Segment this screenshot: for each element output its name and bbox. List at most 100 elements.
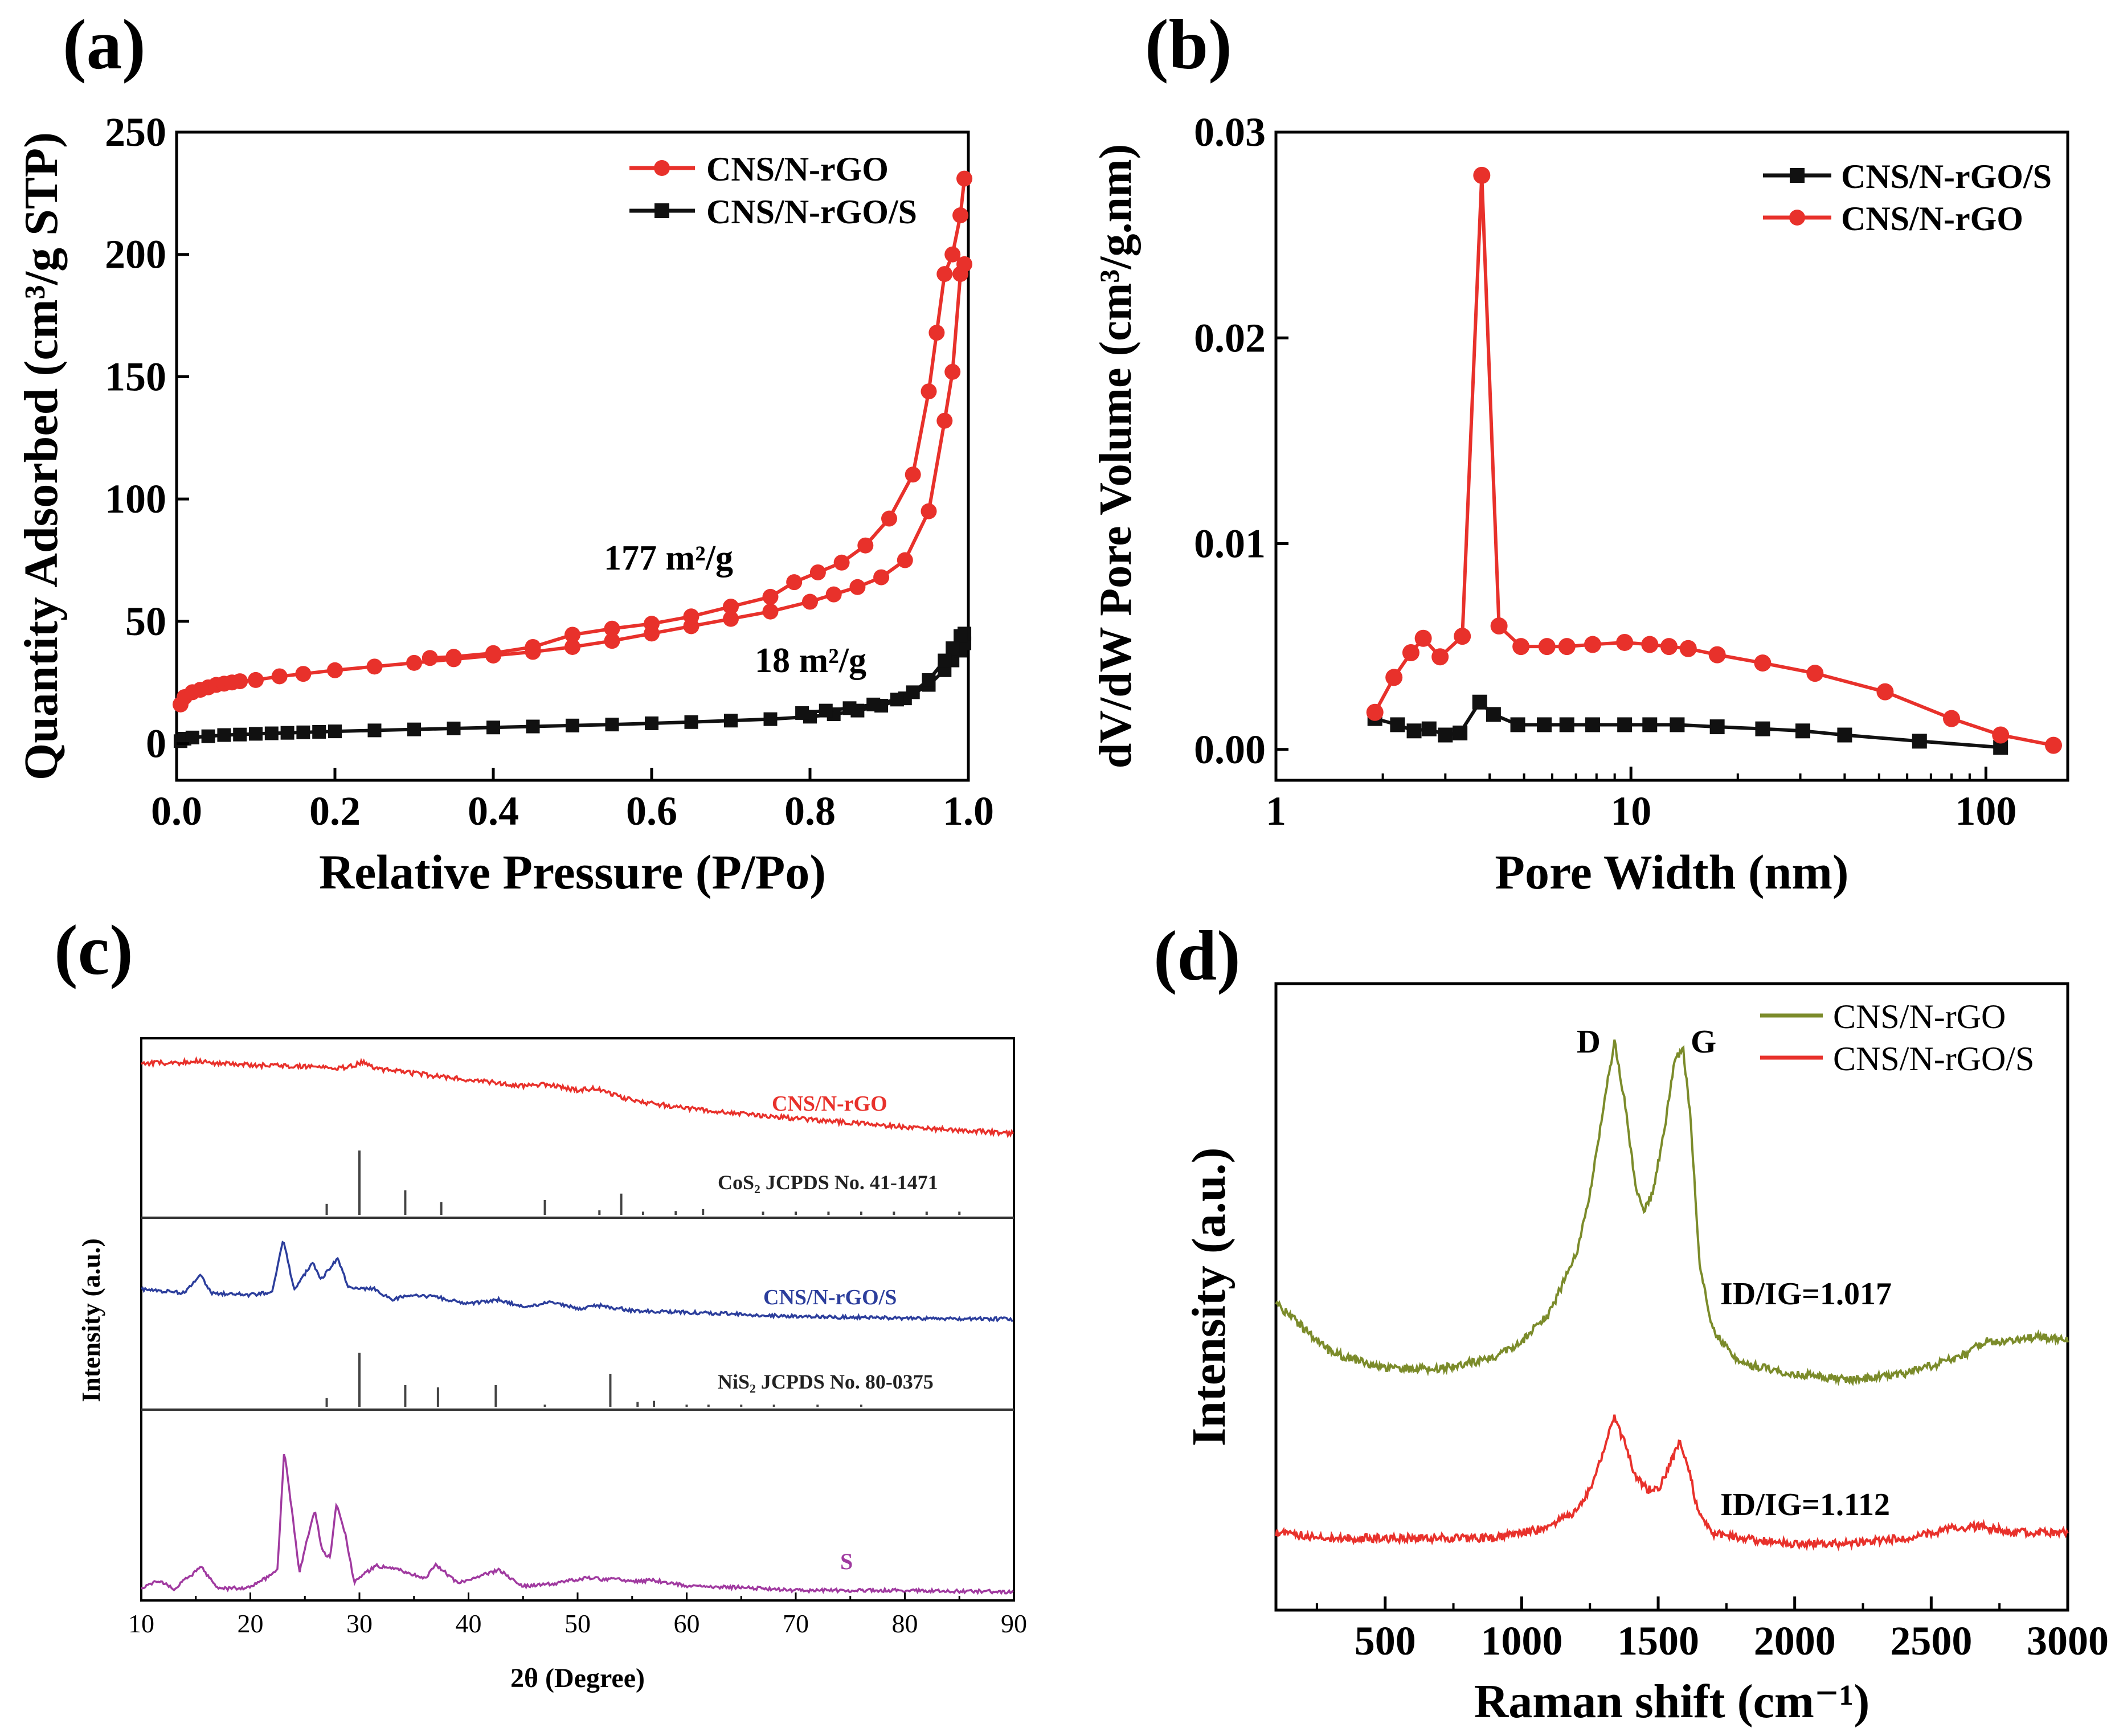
panel-a-point — [605, 718, 619, 732]
panel-a-point — [217, 728, 231, 742]
panel-b-point — [1642, 717, 1658, 732]
panel-a-ylabel: Quantity Adsorbed (cm³/g STP) — [15, 132, 68, 780]
panel-c-ylabel: Intensity (a.u.) — [76, 1238, 105, 1402]
panel-a-point — [526, 719, 540, 734]
panel-a-point — [944, 246, 961, 263]
panel-a-point — [249, 727, 263, 741]
panel-b-point — [1585, 717, 1600, 732]
panel-b-point — [1670, 717, 1685, 732]
panel-b-point — [1641, 636, 1659, 653]
panel-d-frame — [1274, 982, 2069, 1612]
panel-a-annotation-red: 177 m²/g — [604, 539, 733, 578]
panel-b-point — [1558, 638, 1576, 656]
panel-b-point — [1537, 717, 1552, 732]
panel-c-xlabel: 2θ (Degree) — [510, 1663, 645, 1693]
panel-a-point — [564, 627, 580, 643]
panel-a-point — [328, 724, 342, 739]
panel-a-point — [833, 554, 850, 571]
panel-b-series-0-line — [1374, 699, 2001, 750]
panel-d-xtick-label: 1500 — [1617, 1618, 1699, 1664]
panel-c-xtick-label: 10 — [128, 1609, 154, 1638]
panel-a-xtick-label: 0.2 — [309, 788, 361, 834]
panel-b-point — [1385, 669, 1403, 686]
panel-a-legend: CNS/N-rGO CNS/N-rGO/S — [629, 150, 917, 231]
panel-a-point — [248, 672, 264, 688]
panel-c-series-label-2: CNS/N-rGO/S — [763, 1285, 897, 1309]
panel-b-point — [1754, 654, 1772, 672]
panel-a-point — [921, 503, 937, 519]
panel-a-xtick-label: 1.0 — [943, 788, 994, 834]
panel-b-point — [1660, 638, 1678, 656]
panel-d-legend-item-1: CNS/N-rGO/S — [1833, 1040, 2034, 1078]
panel-a-point — [842, 701, 857, 715]
panel-d-peak-label-d: D — [1577, 1023, 1601, 1060]
panel-c-series-4-trace — [141, 1454, 1014, 1595]
panel-a-xtick-label: 0.4 — [468, 788, 519, 834]
panel-b-ytick-label: 0.01 — [1194, 521, 1266, 567]
panel-b-point — [1755, 721, 1770, 736]
panel-b-point — [1454, 628, 1471, 645]
panel-b-xtick-label: 100 — [1955, 788, 2016, 834]
panel-a-label: (a) — [63, 6, 146, 84]
panel-d-xtick-label: 2000 — [1754, 1618, 1836, 1664]
panel-b-point — [1406, 723, 1422, 739]
panel-d-ratio-0: ID/IG=1.017 — [1720, 1276, 1892, 1312]
panel-b-point — [1616, 633, 1634, 651]
panel-a-point — [819, 703, 833, 718]
panel-d-ticks: 500 1000 1500 2000 2500 3000 — [1315, 1596, 2109, 1664]
panel-a: (a) 0.0 0.2 0.4 0.6 0.8 1.0 0 50 100 150 200 250 Re… — [15, 6, 994, 899]
panel-a-point — [944, 363, 961, 380]
panel-b-point — [1708, 646, 1726, 664]
panel-a-point — [280, 726, 294, 740]
panel-b-point — [1486, 707, 1501, 722]
panel-a-point — [890, 693, 904, 707]
panel-a-point — [447, 721, 461, 735]
panel-a-point — [866, 697, 881, 711]
panel-a-point — [763, 712, 778, 726]
panel-a-point — [922, 673, 936, 687]
panel-a-point — [296, 725, 310, 739]
panel-a-point — [906, 685, 920, 699]
panel-a-ytick-label: 150 — [105, 354, 166, 399]
panel-b-xtick-label: 10 — [1610, 788, 1651, 834]
panel-b-point — [1453, 725, 1468, 740]
legend-square-marker-icon — [654, 203, 669, 218]
panel-d-plot — [1275, 1039, 2069, 1551]
panel-d-xlabel: Raman shift (cm⁻¹) — [1474, 1675, 1870, 1728]
panel-a-point — [201, 729, 215, 743]
panel-c-xtick-label: 90 — [1001, 1609, 1027, 1638]
panel-b-point — [1617, 717, 1633, 732]
panel-a-point — [897, 552, 913, 568]
panel-b-label: (b) — [1145, 6, 1232, 84]
panel-a-legend-item-0: CNS/N-rGO — [706, 150, 889, 188]
panel-b-xtick-label: 1 — [1266, 788, 1286, 834]
panel-a-point — [809, 564, 826, 580]
panel-c-xtick-label: 60 — [674, 1609, 700, 1638]
panel-a-point — [295, 666, 312, 682]
panel-a-point — [185, 730, 199, 744]
panel-b-point — [1538, 638, 1556, 656]
panel-d: (d) 500 1000 1500 2000 2500 3000 Raman shift … — [1153, 917, 2109, 1728]
panel-c-xtick-label: 70 — [783, 1609, 809, 1638]
panel-b-point — [1559, 717, 1574, 732]
panel-a-ytick-label: 50 — [125, 599, 166, 644]
panel-a-point — [525, 638, 541, 655]
panel-b-legend-item-0: CNS/N-rGO/S — [1841, 158, 2052, 195]
panel-a-annotation-black: 18 m²/g — [755, 641, 866, 680]
panel-b-point — [1473, 166, 1491, 184]
panel-b-point — [1795, 723, 1811, 739]
panel-a-point — [946, 641, 960, 656]
panel-a-frame — [175, 130, 970, 782]
panel-a-point — [367, 723, 382, 738]
panel-a-point — [406, 654, 422, 671]
panel-c-series-2-trace — [140, 1240, 1013, 1323]
panel-b-plot — [1366, 166, 2062, 755]
panel-c-series-label-1: CoS₂ JCPDS No. 41-1471 — [718, 1171, 938, 1194]
panel-b: (b) 1 10 100 0.00 0.01 0.02 0.03 Pore Width (n… — [1091, 6, 2069, 899]
panel-a-point — [786, 574, 803, 591]
panel-c-xtick-label: 20 — [238, 1609, 264, 1638]
panel-a-point — [645, 716, 658, 730]
panel-d-label: (d) — [1153, 917, 1241, 996]
panel-b-point — [1584, 636, 1601, 653]
